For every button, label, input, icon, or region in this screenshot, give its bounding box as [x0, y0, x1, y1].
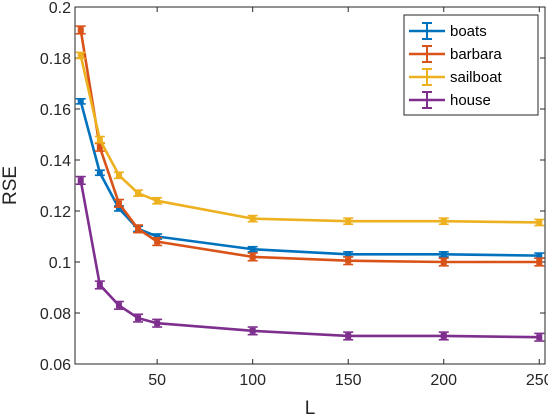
series-boats: [75, 98, 545, 259]
data-point: [440, 259, 447, 265]
data-point: [115, 172, 122, 179]
data-point: [154, 238, 161, 245]
data-point: [345, 251, 352, 258]
data-point: [115, 200, 122, 207]
legend-label: boats: [450, 23, 487, 40]
data-point: [135, 315, 142, 322]
data-point: [249, 327, 256, 334]
y-axis-label: RSE: [0, 166, 21, 205]
data-point: [154, 320, 161, 327]
series-sailboat: [75, 51, 545, 227]
legend: boats barbara sailboat house: [403, 14, 539, 116]
legend-items: boats barbara sailboat house: [409, 22, 503, 109]
data-point: [96, 136, 103, 143]
data-point: [115, 205, 122, 212]
y-ticks: 0.06 0.08 0.1 0.12 0.14 0.16 0.18 0.2: [40, 0, 545, 374]
y-tick-label: 0.1: [49, 255, 71, 272]
data-point: [77, 98, 84, 105]
x-tick-label: 50: [148, 372, 166, 389]
data-point: [135, 225, 142, 232]
x-tick-label: 200: [430, 372, 457, 389]
y-tick-label: 0.16: [40, 102, 71, 119]
data-point: [154, 233, 161, 240]
data-point: [77, 26, 84, 33]
data-point: [345, 257, 352, 264]
y-tick-label: 0.06: [40, 357, 71, 374]
legend-label: house: [450, 92, 491, 109]
y-tick-label: 0.18: [40, 51, 71, 68]
legend-item-boats: boats: [409, 22, 487, 40]
data-point: [536, 334, 543, 341]
data-point: [345, 332, 352, 339]
y-tick-label: 0.08: [40, 306, 71, 323]
data-point: [440, 218, 447, 225]
data-point: [77, 52, 84, 59]
data-point: [536, 252, 543, 259]
x-ticks: 50 100 150 200 250: [148, 7, 548, 389]
legend-label: barbara: [450, 46, 502, 63]
y-tick-label: 0.2: [49, 0, 71, 17]
data-point: [154, 197, 161, 204]
y-tick-label: 0.12: [40, 204, 71, 221]
data-point: [536, 219, 543, 226]
series-layer: [75, 25, 545, 342]
legend-label: sailboat: [450, 69, 503, 86]
data-point: [96, 144, 103, 151]
data-point: [96, 281, 103, 288]
x-tick-label: 100: [239, 372, 266, 389]
series-house: [75, 175, 545, 342]
data-point: [345, 218, 352, 225]
data-point: [77, 177, 84, 184]
data-point: [249, 253, 256, 260]
data-point: [135, 190, 142, 197]
data-point: [440, 332, 447, 339]
legend-item-sailboat: sailboat: [409, 68, 503, 86]
x-tick-label: 250: [526, 372, 548, 389]
data-point: [115, 302, 122, 309]
legend-item-barbara: barbara: [409, 45, 502, 63]
x-tick-label: 150: [335, 372, 362, 389]
x-axis-label: L: [305, 398, 316, 419]
data-point: [249, 246, 256, 253]
data-point: [249, 215, 256, 222]
series-barbara: [75, 25, 545, 267]
data-point: [536, 259, 543, 265]
data-point: [440, 251, 447, 258]
legend-item-house: house: [409, 91, 491, 109]
y-tick-label: 0.14: [40, 153, 71, 170]
data-point: [96, 169, 103, 176]
